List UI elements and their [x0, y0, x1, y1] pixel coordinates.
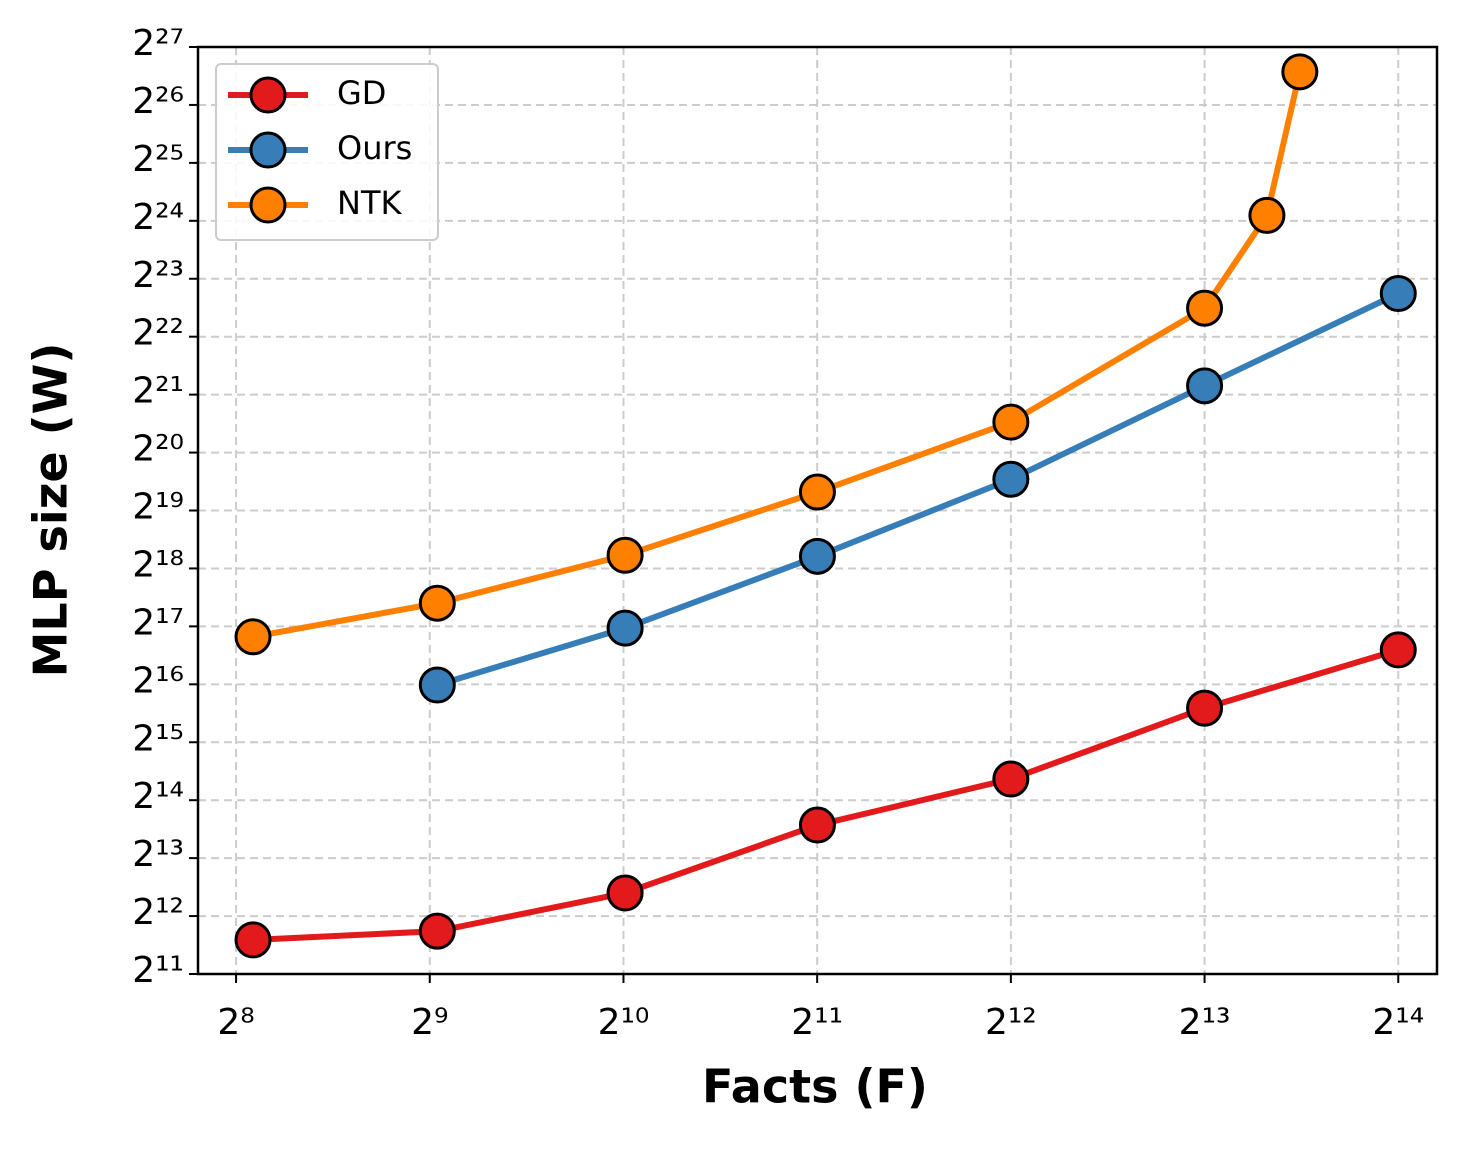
legend-marker: [249, 76, 287, 114]
data-point: [418, 666, 456, 704]
data-point: [798, 537, 836, 575]
x-axis-label: Facts (F): [702, 1060, 928, 1114]
x-tick-label: 2¹¹: [791, 1002, 843, 1043]
y-tick-label: 2¹³: [132, 834, 184, 875]
data-point: [606, 609, 644, 647]
data-point: [418, 912, 456, 950]
y-tick-label: 2¹⁷: [132, 602, 184, 643]
series-line: [436, 290, 1400, 688]
data-point: [1186, 367, 1224, 405]
data-point: [992, 460, 1030, 498]
x-tick-label: 2¹⁰: [598, 1002, 650, 1043]
data-point: [1248, 196, 1286, 234]
y-tick-label: 2²⁴: [132, 197, 184, 238]
y-tick-label: 2¹⁸: [132, 544, 184, 585]
x-tick-label: 2⁹: [411, 1002, 448, 1043]
x-tick-label: 2¹⁴: [1372, 1002, 1424, 1043]
data-point: [1379, 631, 1417, 669]
y-tick-label: 2¹⁶: [132, 660, 184, 701]
legend-marker: [249, 186, 287, 224]
data-point: [992, 403, 1030, 441]
data-point: [798, 806, 836, 844]
data-point: [1281, 53, 1319, 91]
y-tick-label: 2²²: [132, 313, 184, 354]
y-tick-label: 2²⁷: [132, 23, 184, 64]
y-axis-label: MLP size (W): [24, 343, 78, 678]
y-tick-label: 2¹⁴: [132, 776, 184, 817]
legend-marker: [249, 131, 287, 169]
data-point: [798, 473, 836, 511]
data-point: [1186, 289, 1224, 327]
y-tick-label: 2²⁶: [132, 81, 184, 122]
data-point: [1186, 689, 1224, 727]
data-point: [234, 921, 272, 959]
plot-frame: [196, 45, 1439, 976]
data-point: [418, 584, 456, 622]
y-tick-label: 2¹²: [132, 892, 184, 933]
legend-label: GD: [337, 74, 386, 112]
y-tick-label: 2²⁵: [132, 139, 184, 180]
data-point: [606, 874, 644, 912]
legend: GD Ours NTK: [215, 63, 439, 241]
x-tick-label: 2⁸: [217, 1002, 254, 1043]
data-point: [1379, 275, 1417, 313]
data-point: [992, 760, 1030, 798]
data-point: [606, 536, 644, 574]
data-point: [234, 618, 272, 656]
y-tick-label: 2¹⁹: [132, 487, 184, 528]
y-tick-label: 2¹¹: [132, 950, 184, 991]
x-tick-label: 2¹²: [985, 1002, 1037, 1043]
y-tick-label: 2²⁰: [132, 429, 184, 470]
legend-label: Ours: [337, 129, 412, 167]
series-line: [252, 71, 1303, 640]
y-tick-label: 2²³: [132, 255, 184, 296]
y-tick-label: 2²¹: [132, 371, 184, 412]
x-tick-label: 2¹³: [1179, 1002, 1231, 1043]
legend-label: NTK: [337, 184, 402, 222]
y-tick-label: 2¹⁵: [132, 718, 184, 759]
